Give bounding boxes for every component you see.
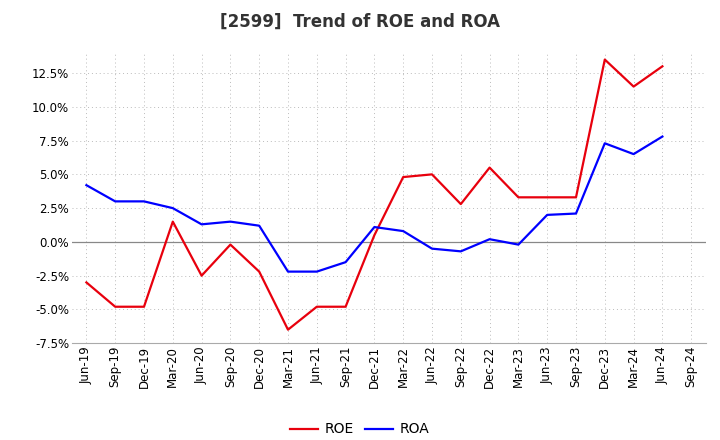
ROE [168, 219, 177, 224]
ROE [312, 304, 321, 309]
ROE [82, 280, 91, 285]
ROA [197, 222, 206, 227]
Legend: ROE, ROA: ROE, ROA [284, 417, 436, 440]
ROE [543, 194, 552, 200]
ROA [658, 134, 667, 139]
ROA [543, 212, 552, 217]
ROE [572, 194, 580, 200]
ROE [399, 174, 408, 180]
ROA [140, 199, 148, 204]
ROA [312, 269, 321, 274]
ROE [284, 327, 292, 332]
ROA [514, 242, 523, 247]
ROA [341, 260, 350, 265]
ROA [428, 246, 436, 251]
ROE [226, 242, 235, 247]
ROA [399, 228, 408, 234]
ROA [629, 151, 638, 157]
ROE [255, 269, 264, 274]
ROE [514, 194, 523, 200]
ROE [629, 84, 638, 89]
ROE [428, 172, 436, 177]
ROA [284, 269, 292, 274]
ROE [140, 304, 148, 309]
ROE [658, 64, 667, 69]
ROE [197, 273, 206, 279]
ROE [600, 57, 609, 62]
ROA [168, 205, 177, 211]
ROE [341, 304, 350, 309]
ROA [111, 199, 120, 204]
ROA [600, 141, 609, 146]
ROA [255, 223, 264, 228]
ROE [111, 304, 120, 309]
ROE [370, 232, 379, 238]
ROA [456, 249, 465, 254]
ROA [572, 211, 580, 216]
Text: [2599]  Trend of ROE and ROA: [2599] Trend of ROE and ROA [220, 13, 500, 31]
ROE [485, 165, 494, 170]
ROA [82, 183, 91, 188]
Line: ROE: ROE [86, 59, 662, 330]
ROA [370, 224, 379, 230]
ROA [226, 219, 235, 224]
ROE [456, 202, 465, 207]
ROA [485, 237, 494, 242]
Line: ROA: ROA [86, 136, 662, 271]
